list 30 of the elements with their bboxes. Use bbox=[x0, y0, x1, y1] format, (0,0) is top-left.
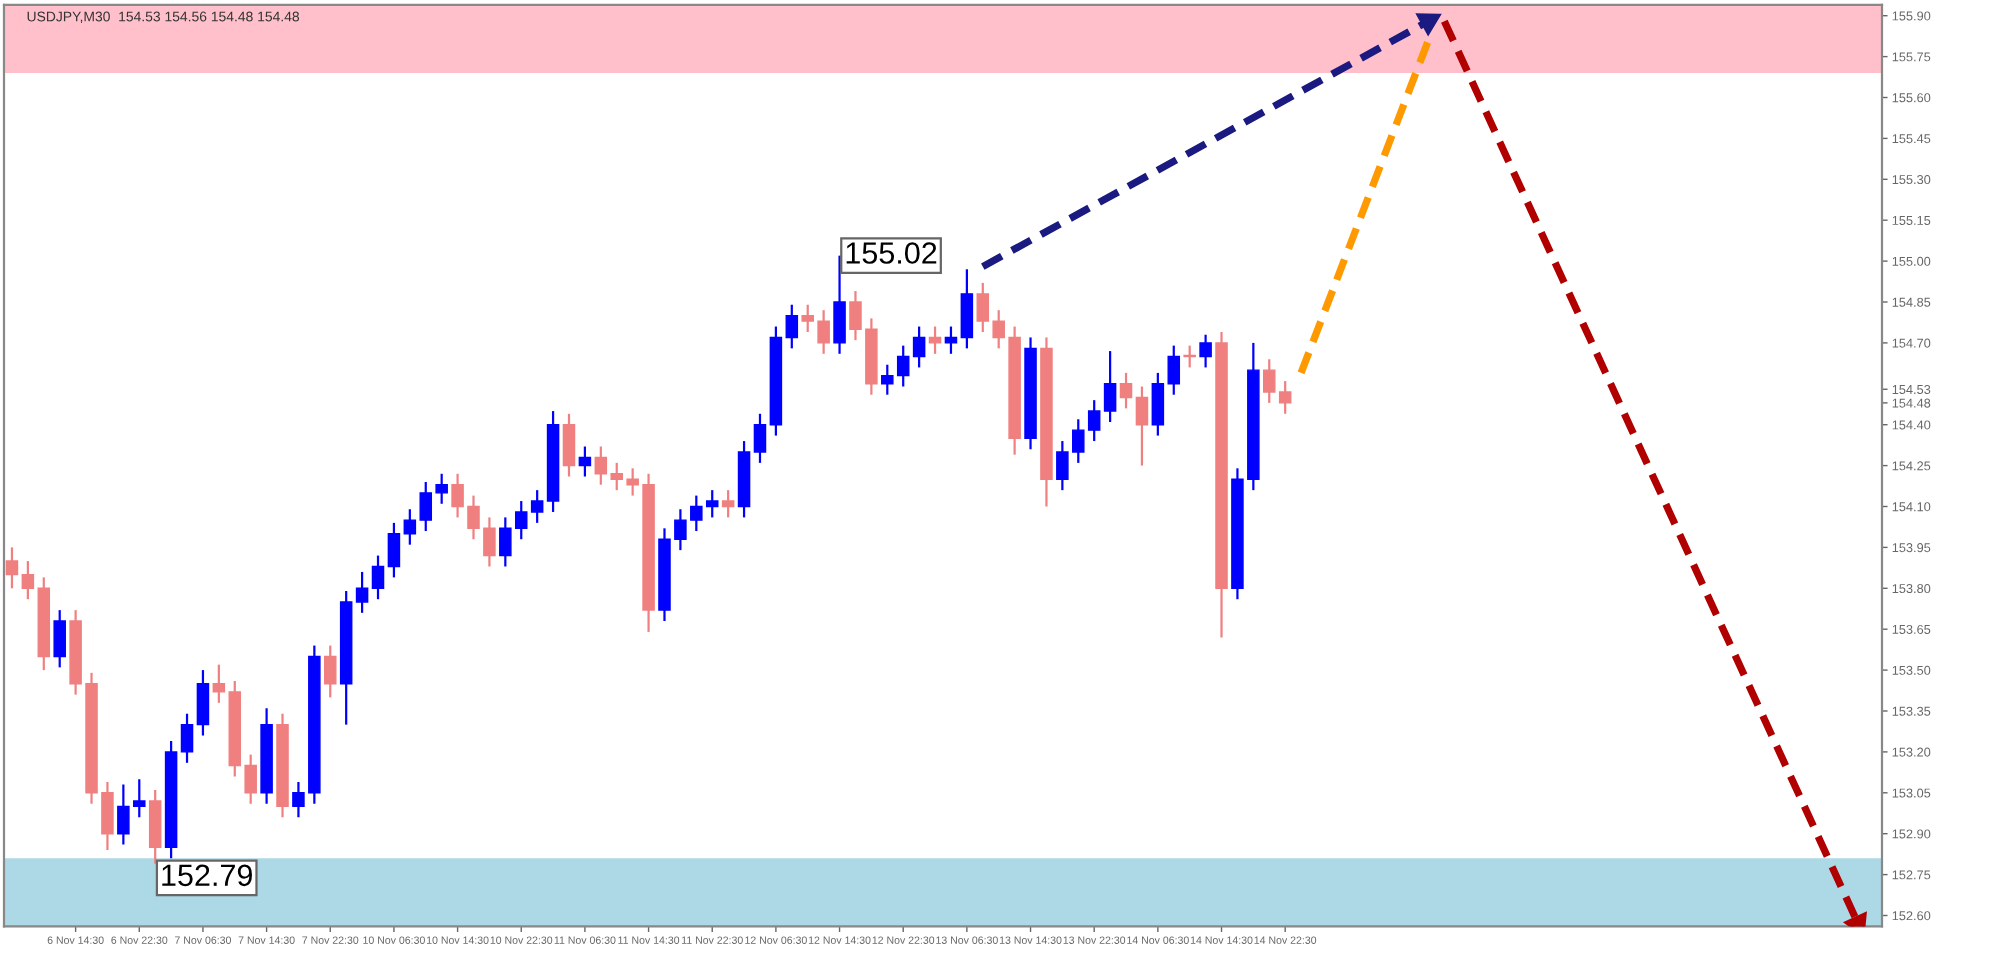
candlestick bbox=[960, 268, 974, 350]
candlestick bbox=[1135, 385, 1149, 467]
candlestick bbox=[1119, 371, 1133, 410]
candlestick bbox=[928, 325, 942, 355]
candlestick bbox=[833, 254, 846, 355]
candlestick bbox=[1183, 344, 1196, 369]
candlestick bbox=[387, 521, 401, 579]
candlestick bbox=[212, 663, 226, 704]
candlestick bbox=[562, 412, 576, 478]
candlestick bbox=[196, 668, 210, 737]
candlestick bbox=[323, 644, 337, 699]
candlestick bbox=[180, 712, 194, 764]
candlestick bbox=[1151, 371, 1165, 437]
candlestick bbox=[5, 546, 19, 590]
candlestick bbox=[753, 412, 767, 464]
candlestick bbox=[1199, 333, 1212, 369]
annotation: 155.02 bbox=[846, 242, 937, 264]
candlestick bbox=[21, 559, 35, 601]
candlestick bbox=[721, 489, 735, 519]
candlestick bbox=[355, 570, 369, 614]
candlestick bbox=[578, 445, 592, 478]
candlestick bbox=[148, 788, 162, 865]
annotation: 152.79 bbox=[162, 864, 252, 887]
candlestick bbox=[1103, 349, 1117, 424]
candlestick bbox=[912, 325, 926, 369]
candlestick bbox=[1167, 344, 1181, 396]
candlestick bbox=[371, 554, 385, 601]
candlestick bbox=[53, 609, 66, 669]
candlestick bbox=[785, 303, 799, 350]
candlestick bbox=[944, 325, 958, 355]
